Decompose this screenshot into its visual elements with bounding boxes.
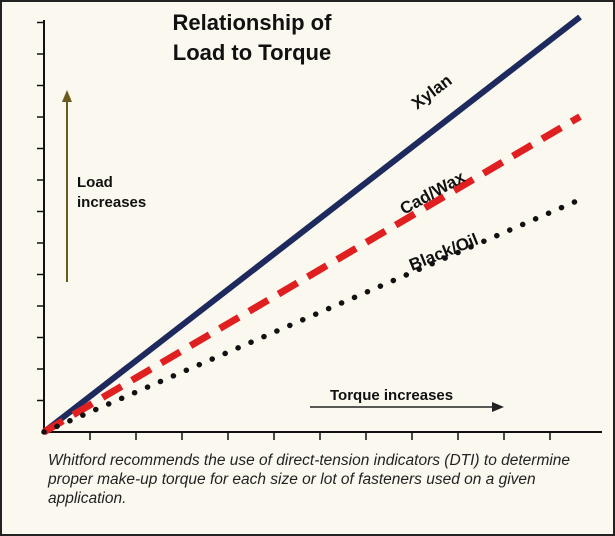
x-label-arrowhead: [492, 402, 504, 412]
y-axis-ticks: [37, 21, 44, 402]
y-label-arrowhead: [62, 90, 72, 102]
x-axis-label: Torque increases: [330, 387, 453, 404]
chart-title-line-1: Relationship of: [173, 10, 333, 35]
series-line-xylan: [42, 14, 582, 435]
y-axis-label-line-1: Load: [77, 174, 113, 191]
x-axis-ticks: [89, 432, 551, 440]
chart-plot: Relationship of Load to Torque Load incr…: [37, 10, 602, 440]
chart-title-line-2: Load to Torque: [173, 40, 331, 65]
y-axis-label-line-2: increases: [77, 194, 146, 211]
series-label-black-oil: Black/Oil: [406, 230, 481, 275]
series-layer: [41, 14, 583, 436]
figure-caption: Whitford recommends the use of direct-te…: [48, 452, 571, 507]
series-label-xylan: Xylan: [408, 71, 456, 113]
series-line-black-oil: [41, 196, 583, 435]
series-label-cad-wax: Cad/Wax: [397, 167, 469, 218]
series-line-cad-wax: [42, 113, 582, 436]
